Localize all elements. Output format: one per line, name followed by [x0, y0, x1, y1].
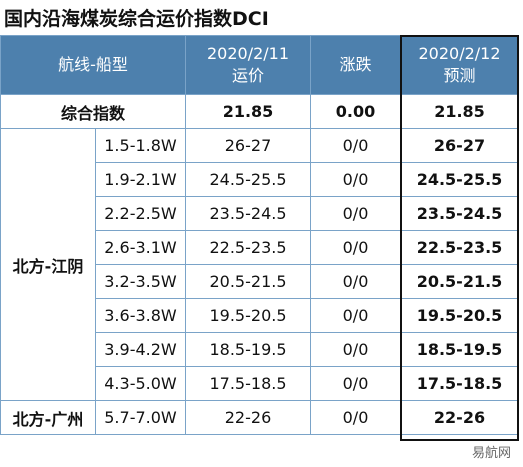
composite-row: 综合指数 21.85 0.00 21.85: [0, 94, 519, 129]
price: 17.5-18.5: [185, 366, 311, 401]
route-row: 2.2-2.5W 23.5-24.5 0/0 23.5-24.5: [1, 196, 519, 231]
ship-size: 3.2-3.5W: [95, 264, 186, 299]
ship-size: 3.6-3.8W: [95, 298, 186, 333]
price: 23.5-24.5: [185, 196, 311, 231]
forecast: 23.5-24.5: [400, 196, 519, 231]
route-row: 北方-广州 5.7-7.0W 22-26 0/0 22-26: [0, 400, 519, 435]
ship-size: 2.2-2.5W: [95, 196, 186, 231]
watermark: 易航网: [471, 446, 511, 461]
header-price: 2020/2/11 运价: [185, 35, 311, 95]
title: 国内沿海煤炭综合运价指数DCI: [4, 8, 269, 30]
composite-forecast: 21.85: [400, 94, 519, 129]
route-row: 3.2-3.5W 20.5-21.5 0/0 20.5-21.5: [1, 264, 519, 299]
change: 0/0: [310, 128, 401, 163]
change: 0/0: [310, 366, 401, 401]
composite-price: 21.85: [185, 94, 311, 129]
forecast: 20.5-21.5: [400, 264, 519, 299]
forecast: 22.5-23.5: [400, 230, 519, 265]
ship-size: 5.7-7.0W: [95, 400, 186, 435]
route-row: 北方-江阴 1.5-1.8W 26-27 0/0 26-27: [0, 128, 519, 401]
route: 北方-广州: [0, 400, 96, 435]
price: 26-27: [185, 128, 311, 163]
label: 预测: [443, 66, 476, 85]
route-row: 3.9-4.2W 18.5-19.5 0/0 18.5-19.5: [1, 332, 519, 367]
header-route: 航线-船型: [0, 35, 186, 95]
change: 0/0: [310, 196, 401, 231]
header-change: 涨跌: [310, 35, 401, 95]
change: 0/0: [310, 298, 401, 333]
dci-table: 航线-船型 2020/2/11 运价 涨跌 2020/2/12 预测 综合指数 21…: [0, 35, 519, 435]
price: 19.5-20.5: [185, 298, 311, 333]
price: 24.5-25.5: [185, 162, 311, 197]
forecast: 18.5-19.5: [400, 332, 519, 367]
change: 0/0: [310, 162, 401, 197]
change: 0/0: [310, 264, 401, 299]
date: 2020/2/12: [418, 44, 501, 63]
ship-size: 3.9-4.2W: [95, 332, 186, 367]
composite-change: 0.00: [310, 94, 401, 129]
route-row: 3.6-3.8W 19.5-20.5 0/0 19.5-20.5: [1, 298, 519, 333]
price: 18.5-19.5: [185, 332, 311, 367]
route-row: 4.3-5.0W 17.5-18.5 0/0 17.5-18.5: [1, 366, 519, 401]
forecast: 26-27: [400, 128, 519, 163]
label: 运价: [231, 66, 264, 85]
route: 北方-江阴: [0, 128, 96, 401]
forecast: 22-26: [400, 400, 519, 435]
date: 2020/2/11: [206, 44, 290, 63]
header-row: 航线-船型 2020/2/11 运价 涨跌 2020/2/12 预测: [0, 35, 519, 95]
forecast: 24.5-25.5: [400, 162, 519, 197]
route-row: 2.6-3.1W 22.5-23.5 0/0 22.5-23.5: [1, 230, 519, 265]
forecast: 19.5-20.5: [400, 298, 519, 333]
price: 22-26: [185, 400, 311, 435]
change: 0/0: [310, 400, 401, 435]
change: 0/0: [310, 230, 401, 265]
ship-size: 1.9-2.1W: [95, 162, 186, 197]
ship-size: 2.6-3.1W: [95, 230, 186, 265]
forecast: 17.5-18.5: [400, 366, 519, 401]
price: 20.5-21.5: [185, 264, 311, 299]
ship-size: 1.5-1.8W: [95, 128, 186, 163]
price: 22.5-23.5: [185, 230, 311, 265]
ship-size: 4.3-5.0W: [95, 366, 186, 401]
composite-label: 综合指数: [0, 94, 186, 129]
change: 0/0: [310, 332, 401, 367]
header-forecast: 2020/2/12 预测: [400, 35, 519, 95]
